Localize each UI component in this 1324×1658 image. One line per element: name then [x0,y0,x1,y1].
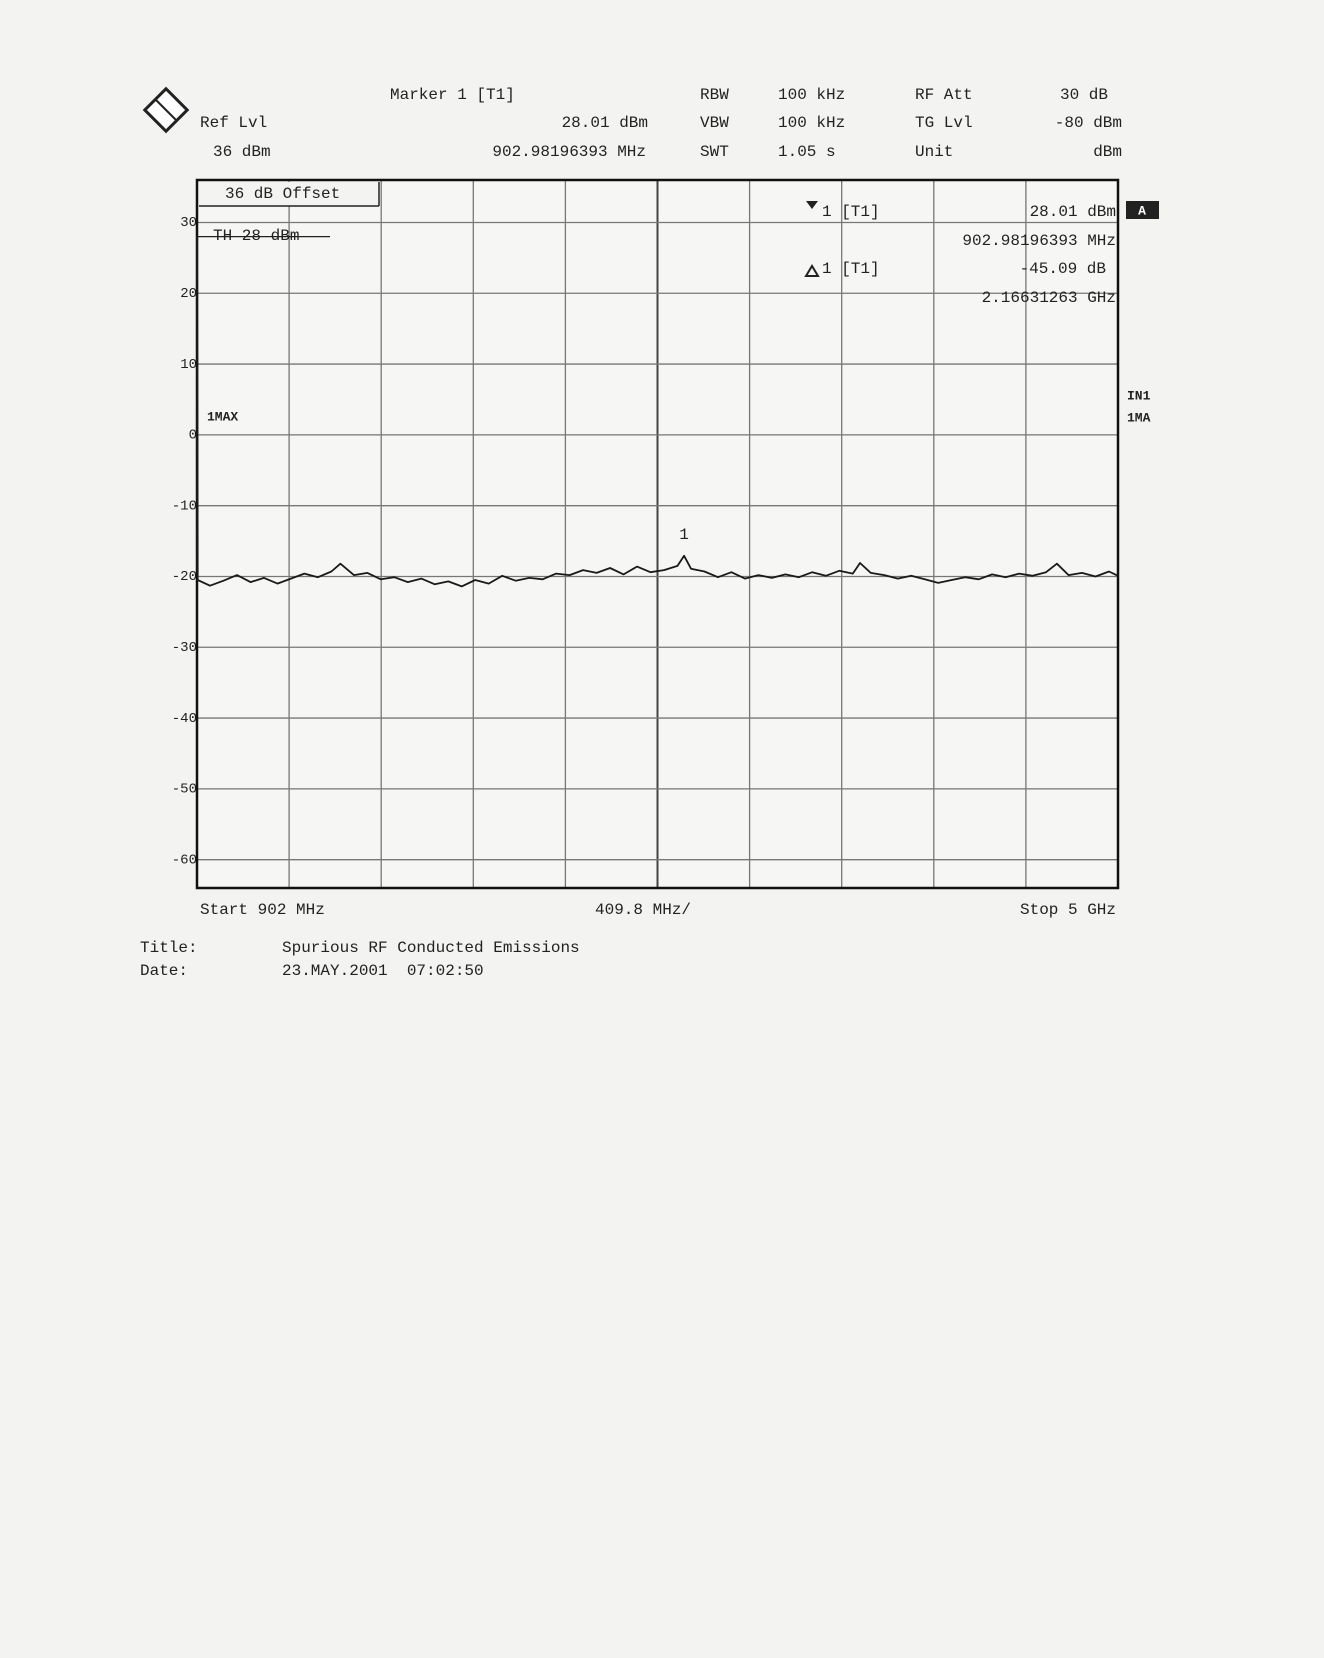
unit-label: Unit [915,143,953,161]
vbw: 100 kHz [778,114,845,132]
x-div-label: 409.8 MHz/ [595,901,691,919]
x-start-label: Start 902 MHz [200,901,325,919]
side-label: A [1138,203,1146,218]
y-tick-label: -40 [172,711,197,727]
marker-level: 28.01 dBm [1030,203,1116,221]
marker-freq: 902.98196393 MHz [492,143,646,161]
rf-att-label: RF Att [915,86,973,104]
plot-area: 30 20 10 0 -10 -20 -30 -40 -50 -60 TH 28 dBm [172,178,1120,890]
trace-label: 1MAX [207,409,238,424]
ref-lvl-label: Ref Lvl [200,114,267,132]
marker-title: Marker 1 [T1] [390,86,515,104]
rf-att: 30 dB [1060,86,1108,104]
delta-freq: 2.16631263 GHz [982,289,1116,307]
x-stop-label: Stop 5 GHz [1020,901,1116,919]
y-tick-label: -10 [172,498,197,514]
y-tick-label: 10 [180,357,197,373]
swt: 1.05 s [778,143,836,161]
delta-symbol [804,264,820,277]
y-tick-label: -20 [172,569,197,585]
logo [142,86,190,134]
marker-symbol [806,201,818,209]
side-label: IN1 [1127,388,1151,403]
ref-lvl: 36 dBm [213,143,271,161]
side-label: 1MA [1127,410,1151,425]
tg-lvl: -80 dBm [1055,114,1122,132]
marker-level: 28.01 dBm [562,114,648,132]
rbw: 100 kHz [778,86,845,104]
delta-level: -45.09 dB [1020,260,1106,278]
offset-box [199,182,379,206]
y-tick-label: -30 [172,640,197,656]
y-tick-label: -60 [172,852,197,868]
swt-label: SWT [700,143,729,161]
y-tick-label: 30 [180,215,197,231]
marker-name: 1 [T1] [822,203,880,221]
side-box [1126,201,1159,219]
offset-label: 36 dB Offset [225,185,340,203]
footer-title-label: Title: [140,939,198,957]
threshold-label: TH 28 dBm [213,227,299,245]
unit: dBm [1093,143,1122,161]
vbw-label: VBW [700,114,729,132]
y-tick-label: 0 [189,428,197,444]
footer-date-label: Date: [140,962,188,980]
marker-freq: 902.98196393 MHz [962,232,1116,250]
footer-date: 23.MAY.2001 07:02:50 [282,962,484,980]
y-tick-label: -50 [172,782,197,798]
footer-title: Spurious RF Conducted Emissions [282,939,580,957]
y-tick-label: 20 [180,286,197,302]
delta-name: 1 [T1] [822,260,880,278]
tg-lvl-label: TG Lvl [915,114,973,132]
trace-line [196,235,1119,588]
peak-label: 1 [679,526,689,544]
rbw-label: RBW [700,86,729,104]
